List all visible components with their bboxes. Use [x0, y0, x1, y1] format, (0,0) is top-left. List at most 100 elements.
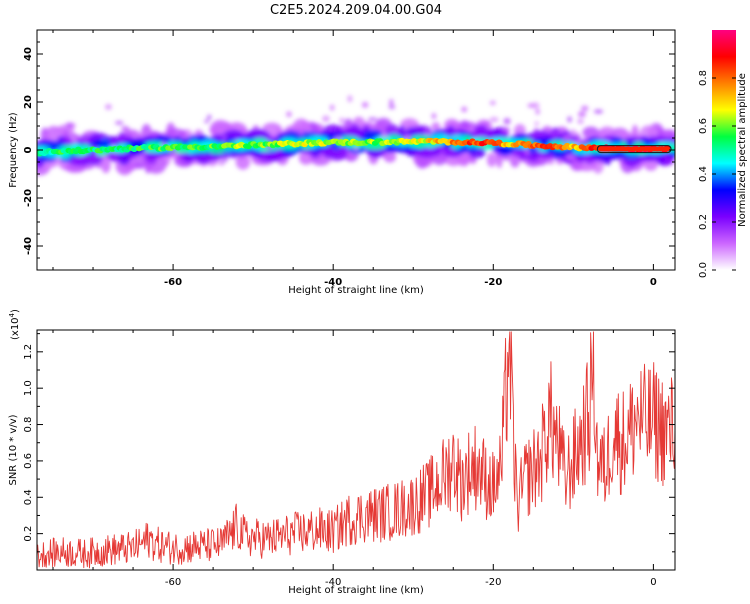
y-tick-label: 0.2	[23, 526, 34, 542]
y-tick-label: 0.4	[23, 489, 34, 505]
ridge-tail-outline	[596, 144, 672, 154]
spectral-outlier	[361, 102, 369, 108]
spectral-outlier	[379, 134, 390, 138]
spectral-outlier	[215, 129, 224, 135]
spectral-blob	[117, 150, 131, 165]
spectral-outlier	[329, 104, 335, 111]
spectrogram-panel: -60 -40 -20 0 -40 -20 0 20 40 Height of straigh…	[8, 29, 676, 296]
snr-x-axis-label: Height of straight line (km)	[288, 585, 424, 596]
colorbar-tick-label: 0.0	[698, 262, 709, 278]
spectral-blob	[486, 152, 497, 167]
spectral-outlier	[114, 121, 124, 125]
x-tick-label: 0	[650, 277, 657, 288]
y-tick-label: 1.0	[23, 380, 34, 396]
spectrogram-content	[37, 95, 675, 176]
spectral-outlier	[207, 114, 212, 120]
spectral-outlier	[140, 151, 149, 156]
x-tick-label: -60	[164, 277, 182, 288]
x-tick-label: -40	[325, 577, 341, 588]
spectral-blob	[328, 146, 349, 161]
spectral-blob	[165, 128, 185, 138]
snr-content	[37, 331, 675, 569]
snr-multiplier-exponent: 4	[8, 312, 16, 317]
spectral-outlier	[431, 113, 437, 120]
spectral-outlier	[515, 132, 520, 136]
spectrogram-y-ticks: -40 -20 0 20 40	[23, 29, 675, 271]
spectral-outlier	[565, 153, 575, 161]
spectral-outlier	[222, 135, 227, 142]
snr-multiplier-base: (x10	[10, 317, 21, 340]
spectral-outlier	[461, 106, 468, 113]
colorbar-tick-label: 0.2	[698, 214, 709, 230]
y-tick-label: -20	[23, 189, 34, 207]
spectral-outlier	[583, 138, 588, 146]
y-tick-label: 0	[23, 146, 34, 153]
y-tick-label: 1.2	[23, 344, 34, 360]
spectral-outlier	[527, 103, 534, 108]
spectral-outlier	[238, 155, 245, 160]
spectral-outlier	[503, 118, 511, 125]
x-tick-label: -20	[485, 577, 501, 588]
spectral-outlier	[531, 102, 540, 109]
spectral-outlier	[367, 117, 378, 121]
spectral-outlier	[121, 126, 130, 132]
colorbar-ticks: 0.0 0.2 0.4 0.6 0.8	[698, 70, 736, 278]
spectral-outlier	[567, 116, 572, 123]
spectral-blob	[474, 124, 489, 139]
spectrogram-x-axis-label: Height of straight line (km)	[288, 285, 424, 296]
colorbar-label: Normalized spectral amplitude	[737, 73, 748, 227]
spectral-outlier	[339, 117, 345, 124]
x-tick-label: 0	[650, 577, 656, 588]
spectral-outlier	[322, 115, 330, 122]
snr-multiplier-close: )	[10, 309, 21, 313]
snr-multiplier: (x104)	[8, 309, 21, 340]
spectral-outlier	[219, 158, 229, 162]
spectral-blob	[582, 126, 600, 139]
spectrogram-y-axis-label: Frequency (Hz)	[8, 112, 19, 188]
spectral-blob	[499, 147, 510, 154]
x-tick-label: -20	[484, 277, 502, 288]
spectral-outlier	[286, 111, 292, 118]
spectral-outlier	[534, 121, 539, 126]
colorbar-tick-label: 0.6	[698, 118, 709, 134]
snr-x-ticks: -60 -40 -20 0	[52, 330, 657, 588]
y-tick-label: 40	[23, 47, 34, 61]
spectral-outlier	[265, 126, 276, 133]
spectral-outlier	[524, 148, 530, 156]
spectral-blob	[431, 122, 441, 132]
spectral-outlier	[149, 130, 160, 138]
spectral-outlier	[465, 129, 475, 133]
spectral-outlier	[482, 121, 490, 126]
y-tick-label: 0.8	[23, 417, 34, 433]
spectral-outlier	[489, 117, 499, 123]
spectral-outlier	[388, 104, 396, 110]
spectral-outlier	[105, 103, 112, 110]
spectral-outlier	[65, 122, 74, 128]
spectral-blob	[68, 157, 87, 167]
spectral-outlier	[545, 159, 555, 165]
snr-y-axis-label: SNR (10 * v/v)	[8, 414, 19, 485]
snr-frame	[36, 329, 676, 571]
colorbar-tick-label: 0.8	[698, 70, 709, 86]
spectral-outlier	[489, 100, 496, 105]
spectral-outlier	[593, 109, 604, 114]
spectral-outlier	[298, 130, 305, 135]
ridge-tail	[598, 146, 670, 152]
spectral-outlier	[577, 118, 584, 124]
spectral-outlier	[581, 105, 589, 112]
y-tick-label: -40	[23, 237, 34, 255]
spectral-blob	[383, 151, 397, 163]
y-tick-label: 20	[23, 95, 34, 109]
x-tick-label: -40	[324, 277, 342, 288]
colorbar-gradient	[712, 30, 736, 270]
x-tick-label: -60	[165, 577, 181, 588]
spectral-outlier	[569, 129, 576, 136]
spectral-outlier	[165, 157, 171, 164]
spectral-outlier	[501, 127, 510, 134]
spectral-outlier	[204, 119, 210, 124]
spectral-outlier	[218, 161, 225, 166]
spectral-ridge	[37, 137, 672, 157]
spectral-outlier	[578, 111, 584, 116]
